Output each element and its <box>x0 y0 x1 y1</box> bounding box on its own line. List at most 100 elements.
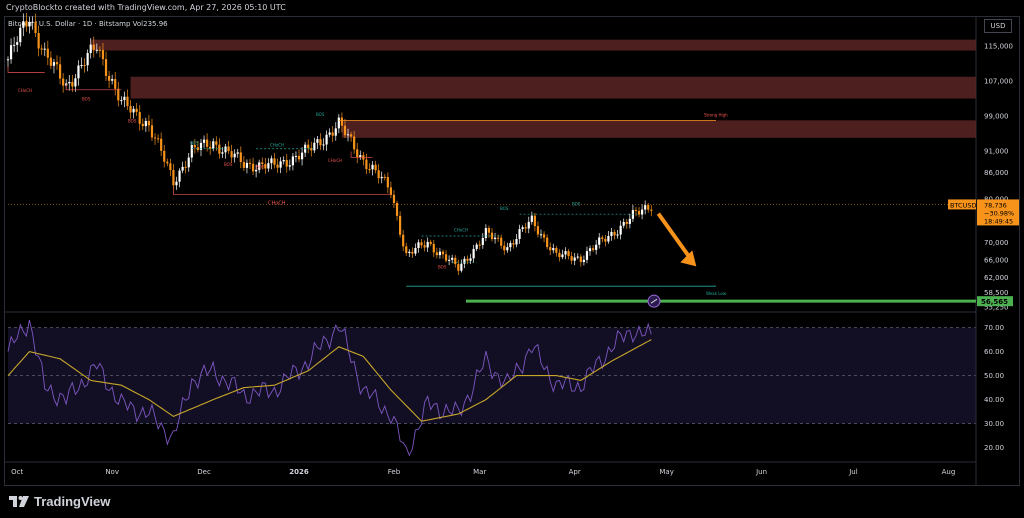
candle-body <box>107 75 111 81</box>
candle <box>150 118 154 141</box>
weak-low-label: Weak Low <box>706 291 727 296</box>
candle <box>71 74 74 92</box>
candle <box>95 43 98 54</box>
symbol-legend[interactable]: Bitcoin / U.S. Dollar · 1D · Bitstamp Vo… <box>8 20 168 28</box>
candle <box>362 151 365 166</box>
candle <box>392 190 396 208</box>
candle <box>62 73 65 93</box>
candle-body <box>120 100 123 102</box>
support-price-tag[interactable] <box>977 296 1013 307</box>
candle <box>591 244 595 252</box>
candle <box>276 158 279 173</box>
candle <box>417 239 420 253</box>
candle <box>120 96 123 105</box>
tradingview-wordmark: TradingView <box>34 493 111 509</box>
candle <box>497 234 500 242</box>
candle-body <box>395 203 399 216</box>
bos-label: BOS <box>82 97 91 102</box>
choch-label: CHoCH <box>18 88 32 93</box>
candle-body <box>542 234 546 238</box>
bos-label: BOS <box>438 265 447 270</box>
supply-zone <box>341 120 976 138</box>
candle <box>92 36 95 58</box>
candle-body <box>111 79 114 81</box>
candle-body <box>634 210 638 212</box>
candle <box>307 139 310 154</box>
candle <box>402 229 405 252</box>
candle <box>524 222 527 233</box>
candle-body <box>310 148 313 151</box>
chart-canvas[interactable]: 115,000 107,000 99,000 91,000 86,000 80,000 70… <box>0 0 1024 490</box>
candle-body <box>144 121 147 127</box>
candle-body <box>475 244 478 249</box>
candle-body <box>472 248 475 259</box>
candle <box>111 74 114 85</box>
candle-body <box>313 142 316 151</box>
candle-body <box>294 155 298 157</box>
candle <box>353 130 356 154</box>
candle-body <box>591 248 595 250</box>
candle-body <box>637 210 641 215</box>
candle-body <box>276 164 279 168</box>
candle-body <box>34 21 37 34</box>
candle-body <box>359 155 362 157</box>
candle-body <box>221 152 224 154</box>
currency-selector[interactable]: USD <box>984 19 1012 33</box>
candle-body <box>457 264 460 271</box>
candle-body <box>515 238 518 245</box>
candle-body <box>68 82 71 84</box>
candle <box>227 140 230 155</box>
candle-body <box>607 236 610 242</box>
price-tick-label: 86,000 <box>984 169 1009 177</box>
candle <box>558 249 561 262</box>
candle-body <box>386 177 389 188</box>
last-price-tag[interactable] <box>977 199 1019 226</box>
candle-body <box>460 263 463 271</box>
choch-line <box>350 151 373 158</box>
candle <box>389 181 393 199</box>
candle <box>512 239 515 249</box>
candle <box>631 205 635 223</box>
candle-body <box>567 251 570 257</box>
candle <box>484 224 487 242</box>
candle <box>460 259 463 273</box>
candle <box>613 229 616 240</box>
candle <box>199 138 203 157</box>
candle <box>218 138 221 159</box>
candle <box>101 42 105 66</box>
candle-body <box>117 88 120 101</box>
candle <box>383 174 386 181</box>
symbol-tag[interactable] <box>948 199 976 210</box>
candle-body <box>77 65 80 79</box>
candle-body <box>598 237 601 245</box>
candle <box>349 131 353 142</box>
candle <box>28 16 31 34</box>
candle-body <box>300 152 304 160</box>
candle-body <box>389 187 393 195</box>
price-tick-label: 55,250 <box>984 303 1009 311</box>
candle <box>438 247 442 259</box>
candle <box>273 152 276 169</box>
candle-body <box>509 243 512 248</box>
candle <box>414 243 417 256</box>
rsi-tick-label: 40.00 <box>984 396 1004 404</box>
candle <box>585 246 589 264</box>
candle <box>466 255 469 265</box>
candle-body <box>493 237 497 240</box>
candle <box>567 249 570 260</box>
candle-body <box>546 237 549 248</box>
candle <box>399 211 402 238</box>
candle <box>166 158 169 167</box>
candle-body <box>417 242 420 249</box>
candle <box>368 163 371 174</box>
candle-body <box>242 161 245 168</box>
candle-body <box>536 226 540 235</box>
candle-body <box>46 48 49 58</box>
candle <box>236 148 239 158</box>
candle-body <box>58 64 62 79</box>
candle-body <box>552 248 555 251</box>
candle <box>359 150 362 160</box>
candle-body <box>340 117 343 126</box>
candle <box>242 156 245 171</box>
candle-body <box>258 162 261 170</box>
